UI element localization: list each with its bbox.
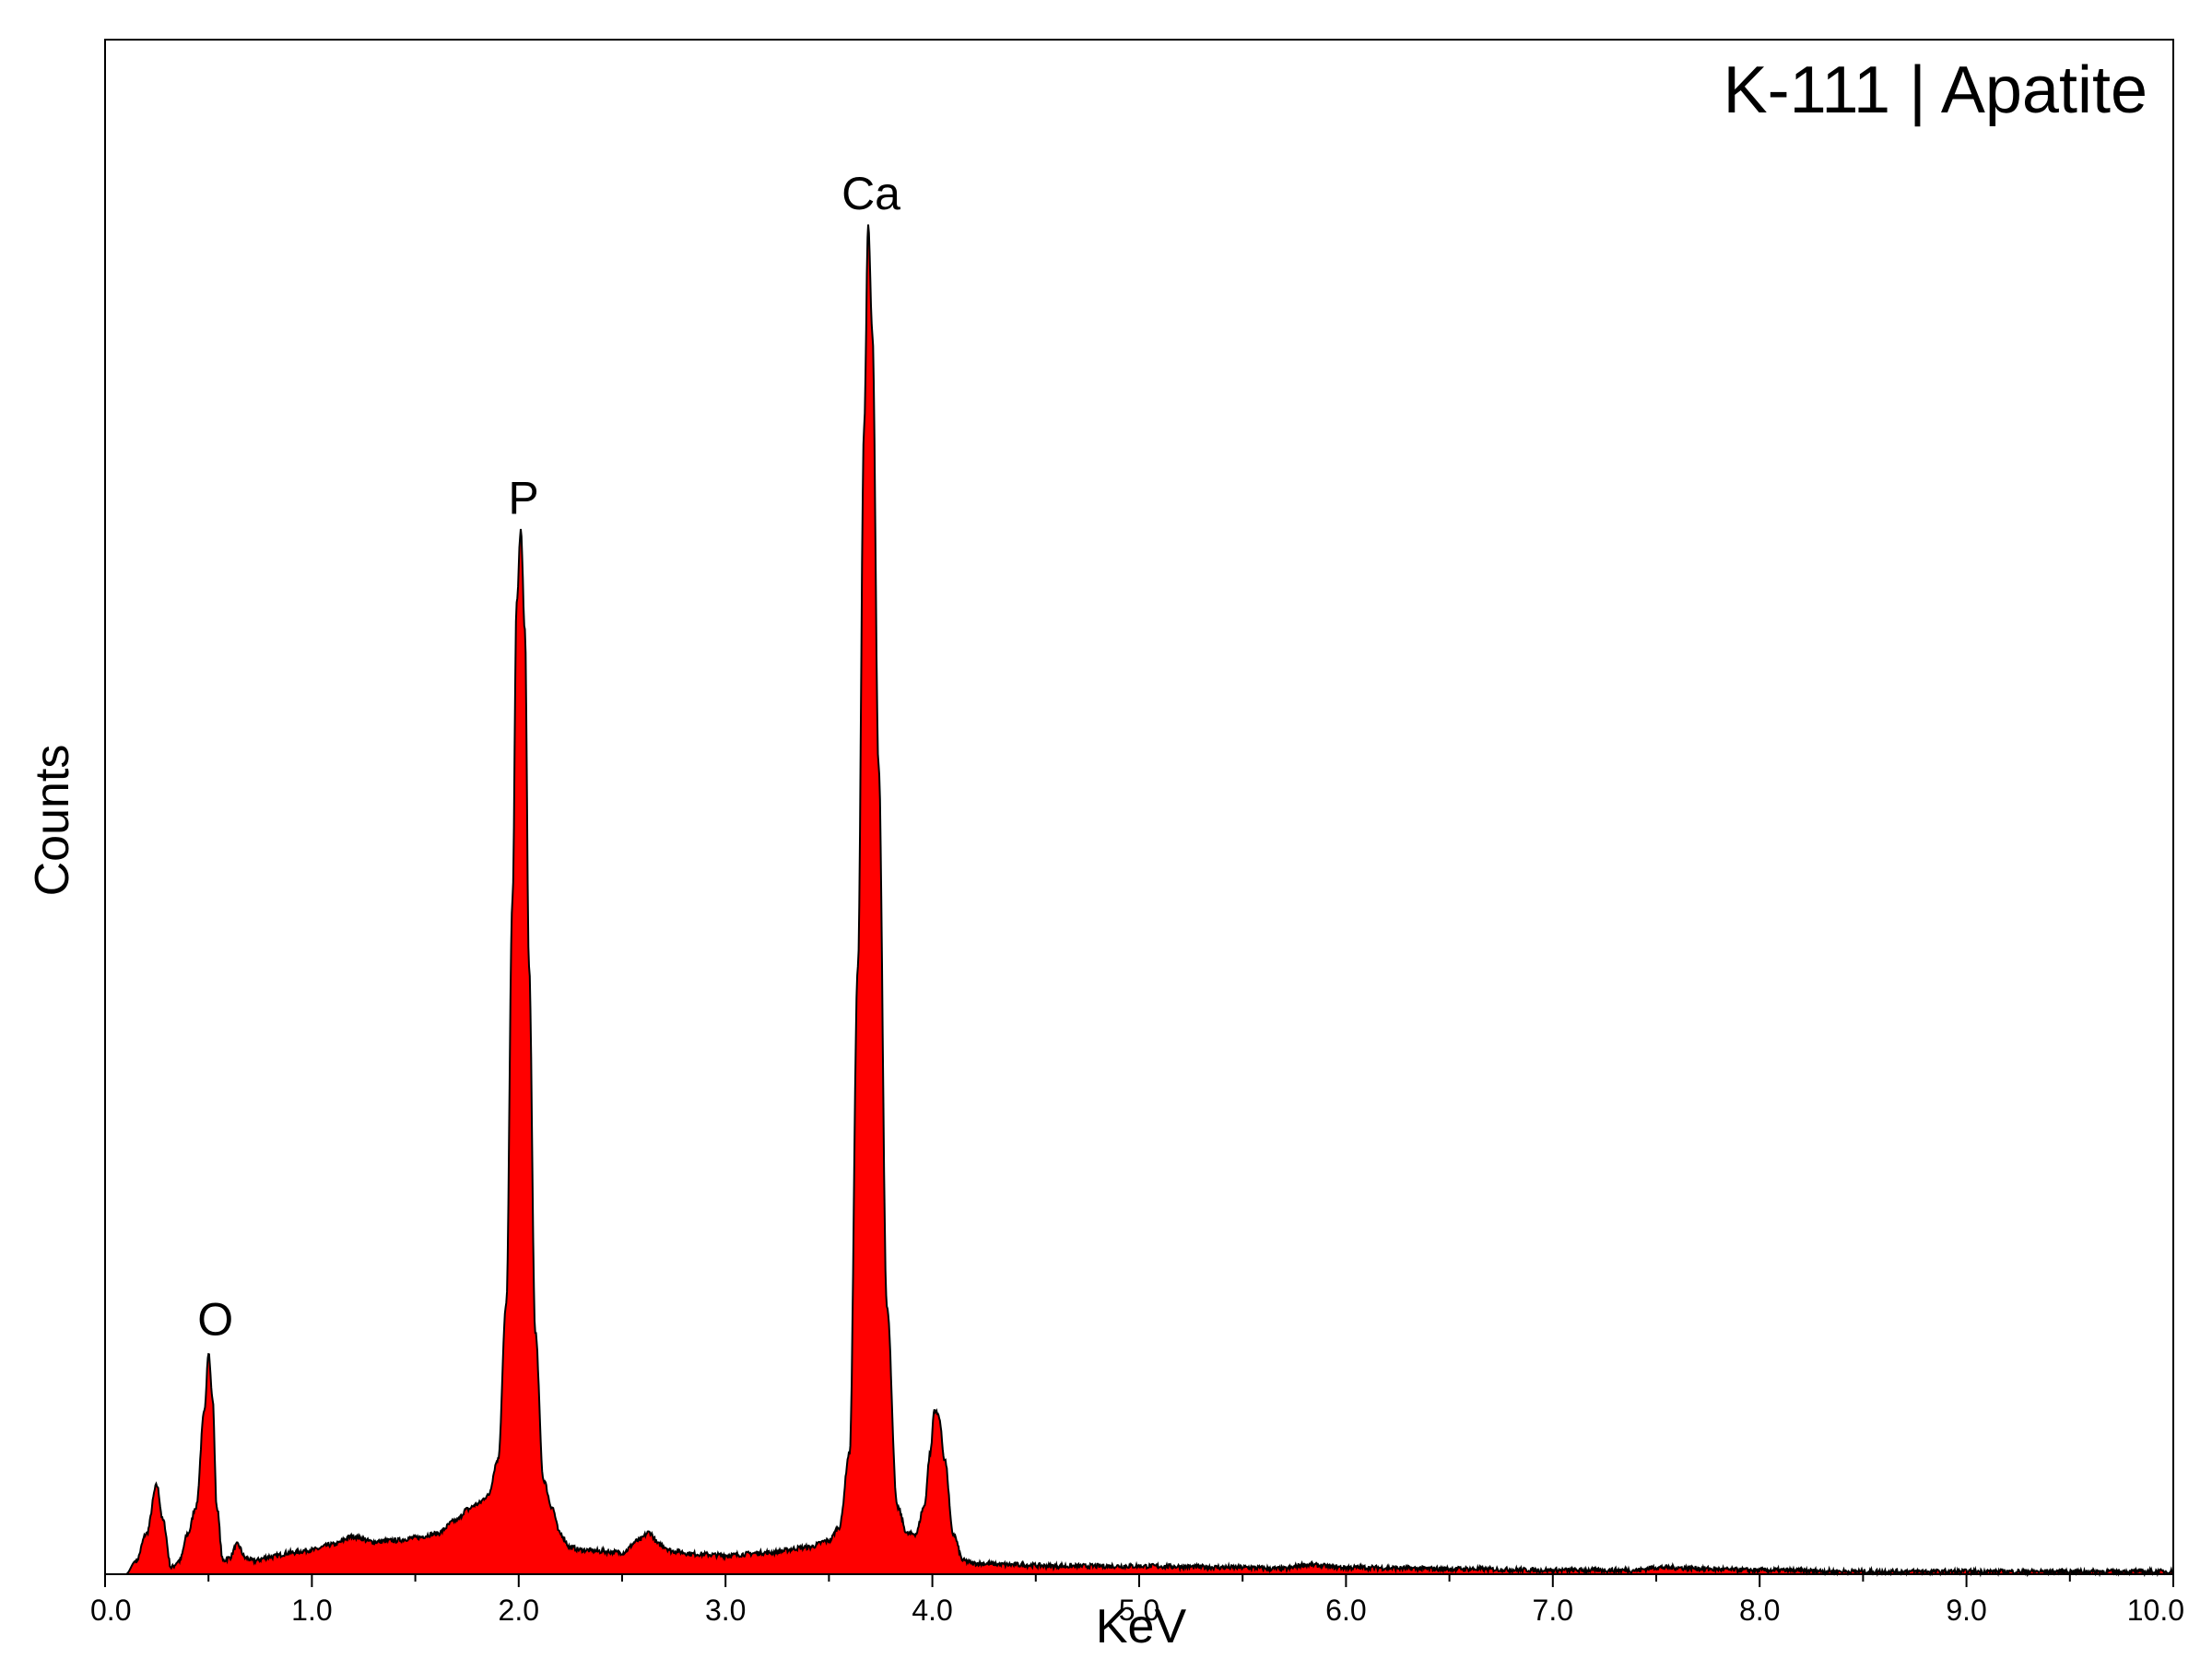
x-tick-label: 1.0: [291, 1594, 332, 1627]
x-tick-label: 6.0: [1325, 1594, 1366, 1627]
x-tick-label: 4.0: [912, 1594, 952, 1627]
x-tick-label: 0.0: [90, 1594, 131, 1627]
x-tick-label: 3.0: [705, 1594, 746, 1627]
chart-title: K-111 | Apatite: [1724, 53, 2147, 127]
x-axis-label: KeV: [1096, 1600, 1187, 1653]
x-tick-label: 7.0: [1533, 1594, 1573, 1627]
x-tick-label: 5.0: [1119, 1594, 1159, 1627]
x-axis: 0.0 1.0 2.0 3.0 4.0 5.0 6.0 7.0 8.0 9.0 10.0: [90, 1574, 2184, 1627]
x-tick-label: 9.0: [1946, 1594, 1986, 1627]
x-tick-label: 2.0: [499, 1594, 539, 1627]
peak-label-p: P: [508, 473, 538, 524]
x-tick-label: 8.0: [1739, 1594, 1780, 1627]
spectrum-line: [105, 224, 2174, 1578]
peak-label-ca: Ca: [841, 168, 900, 219]
peak-label-o: O: [197, 1294, 233, 1346]
peak-labels: O P Ca: [197, 168, 900, 1346]
plot-area: [105, 224, 2174, 1578]
y-axis-label: Counts: [26, 745, 79, 897]
x-tick-label: 10.0: [2127, 1594, 2184, 1627]
spectrum-area: [105, 224, 2173, 1575]
